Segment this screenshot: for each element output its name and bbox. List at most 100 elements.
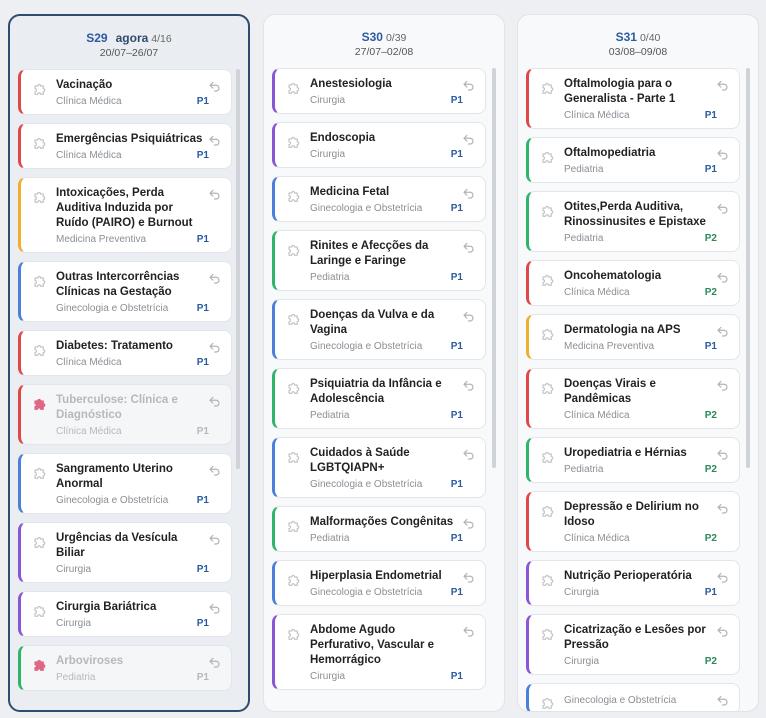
undo-icon[interactable] <box>462 310 475 323</box>
undo-icon[interactable] <box>716 271 729 284</box>
undo-icon[interactable] <box>208 134 221 147</box>
puzzle-icon[interactable] <box>286 625 304 643</box>
topic-card[interactable]: Psiquiatria da Infância e Adolescência Pe… <box>272 368 486 429</box>
undo-icon[interactable] <box>716 502 729 515</box>
puzzle-icon[interactable] <box>286 310 304 328</box>
topic-card[interactable]: Intoxicações, Perda Auditiva Induzida po… <box>18 177 232 253</box>
topic-card[interactable]: Vacinação Clínica Médica P1 <box>18 69 232 115</box>
puzzle-icon[interactable] <box>540 694 558 711</box>
undo-icon[interactable] <box>208 602 221 615</box>
topic-card[interactable]: Sangramento Uterino Anormal Ginecologia e… <box>18 453 232 514</box>
undo-icon[interactable] <box>208 188 221 201</box>
puzzle-icon[interactable] <box>286 133 304 151</box>
undo-icon[interactable] <box>716 325 729 338</box>
topic-card[interactable]: Doenças da Vulva e da Vagina Ginecologia … <box>272 299 486 360</box>
topic-card[interactable]: Endoscopia Cirurgia P1 <box>272 122 486 168</box>
topic-card[interactable]: Cicatrização e Lesões por Pressão Cirurgi… <box>526 614 740 675</box>
puzzle-icon[interactable] <box>540 202 558 220</box>
puzzle-icon[interactable] <box>540 502 558 520</box>
topic-card[interactable]: Arboviroses Pediatria P1 <box>18 645 232 691</box>
puzzle-icon[interactable] <box>32 80 50 98</box>
undo-icon[interactable] <box>208 341 221 354</box>
undo-icon[interactable] <box>716 625 729 638</box>
topic-card[interactable]: Urgências da Vesícula Biliar Cirurgia P1 <box>18 522 232 583</box>
topic-card[interactable]: Abdome Agudo Perfurativo, Vascular e Hem… <box>272 614 486 690</box>
puzzle-icon[interactable] <box>540 379 558 397</box>
puzzle-icon[interactable] <box>32 272 50 290</box>
topic-card[interactable]: Dermatologia na APS Medicina Preventiva P1 <box>526 314 740 360</box>
undo-icon[interactable] <box>462 241 475 254</box>
undo-icon[interactable] <box>208 395 221 408</box>
puzzle-icon[interactable] <box>540 325 558 343</box>
topic-list[interactable]: Anestesiologia Cirurgia P1 Endoscopia Cirurg… <box>272 68 490 711</box>
topic-card[interactable]: Tuberculose: Clínica e Diagnóstico Clínic… <box>18 384 232 445</box>
scrollbar[interactable] <box>746 68 750 468</box>
topic-card[interactable]: Diabetes: Tratamento Clínica Médica P1 <box>18 330 232 376</box>
topic-card[interactable]: Oftalmopediatria Pediatria P1 <box>526 137 740 183</box>
puzzle-icon[interactable] <box>32 341 50 359</box>
topic-card[interactable]: Doenças Virais e Pandêmicas Clínica Médic… <box>526 368 740 429</box>
puzzle-icon[interactable] <box>286 187 304 205</box>
puzzle-icon[interactable] <box>540 271 558 289</box>
topic-card[interactable]: Cuidados à Saúde LGBTQIAPN+ Ginecologia e… <box>272 437 486 498</box>
undo-icon[interactable] <box>208 272 221 285</box>
undo-icon[interactable] <box>716 379 729 392</box>
topic-card[interactable]: Nutrição Perioperatória Cirurgia P1 <box>526 560 740 606</box>
undo-icon[interactable] <box>462 625 475 638</box>
topic-card[interactable]: Cirurgia Bariátrica Cirurgia P1 <box>18 591 232 637</box>
undo-icon[interactable] <box>716 148 729 161</box>
undo-icon[interactable] <box>462 79 475 92</box>
puzzle-icon[interactable] <box>32 533 50 551</box>
topic-card[interactable]: Malformações Congênitas Pediatria P1 <box>272 506 486 552</box>
topic-card[interactable]: Medicina Fetal Ginecologia e Obstetrícia P… <box>272 176 486 222</box>
puzzle-icon[interactable] <box>32 395 50 413</box>
undo-icon[interactable] <box>462 517 475 530</box>
puzzle-icon[interactable] <box>32 464 50 482</box>
undo-icon[interactable] <box>716 202 729 215</box>
topic-list[interactable]: Oftalmologia para o Generalista - Parte … <box>526 68 744 711</box>
undo-icon[interactable] <box>208 533 221 546</box>
undo-icon[interactable] <box>716 79 729 92</box>
topic-card[interactable]: Outras Intercorrências Clínicas na Gesta… <box>18 261 232 322</box>
undo-icon[interactable] <box>462 448 475 461</box>
topic-title: Urgências da Vesícula Biliar <box>56 532 178 559</box>
undo-icon[interactable] <box>462 379 475 392</box>
topic-card[interactable]: Depressão e Delirium no Idoso Clínica Méd… <box>526 491 740 552</box>
undo-icon[interactable] <box>208 464 221 477</box>
topic-card[interactable]: Ginecologia e Obstetrícia <box>526 683 740 711</box>
undo-icon[interactable] <box>716 694 729 707</box>
topic-card[interactable]: Uropediatria e Hérnias Pediatria P2 <box>526 437 740 483</box>
topic-card[interactable]: Anestesiologia Cirurgia P1 <box>272 68 486 114</box>
undo-icon[interactable] <box>716 571 729 584</box>
puzzle-icon[interactable] <box>540 625 558 643</box>
topic-card[interactable]: Oncohematologia Clínica Médica P2 <box>526 260 740 306</box>
puzzle-icon[interactable] <box>286 448 304 466</box>
topic-card[interactable]: Emergências Psiquiátricas Clínica Médica P… <box>18 123 232 169</box>
topic-card[interactable]: Hiperplasia Endometrial Ginecologia e Obs… <box>272 560 486 606</box>
undo-icon[interactable] <box>462 571 475 584</box>
puzzle-icon[interactable] <box>32 188 50 206</box>
undo-icon[interactable] <box>462 187 475 200</box>
undo-icon[interactable] <box>208 80 221 93</box>
puzzle-icon[interactable] <box>32 656 50 674</box>
undo-icon[interactable] <box>208 656 221 669</box>
puzzle-icon[interactable] <box>286 379 304 397</box>
puzzle-icon[interactable] <box>32 602 50 620</box>
topic-card[interactable]: Otites,Perda Auditiva, Rinossinusites e … <box>526 191 740 252</box>
scrollbar[interactable] <box>236 69 240 469</box>
undo-icon[interactable] <box>462 133 475 146</box>
puzzle-icon[interactable] <box>540 571 558 589</box>
scrollbar[interactable] <box>492 68 496 468</box>
topic-list[interactable]: Vacinação Clínica Médica P1 Emergências Psi… <box>18 69 236 710</box>
puzzle-icon[interactable] <box>286 79 304 97</box>
puzzle-icon[interactable] <box>286 571 304 589</box>
puzzle-icon[interactable] <box>286 241 304 259</box>
puzzle-icon[interactable] <box>540 79 558 97</box>
topic-card[interactable]: Oftalmologia para o Generalista - Parte … <box>526 68 740 129</box>
puzzle-icon[interactable] <box>540 148 558 166</box>
undo-icon[interactable] <box>716 448 729 461</box>
topic-card[interactable]: Rinites e Afecções da Laringe e Faringe P… <box>272 230 486 291</box>
puzzle-icon[interactable] <box>540 448 558 466</box>
puzzle-icon[interactable] <box>286 517 304 535</box>
puzzle-icon[interactable] <box>32 134 50 152</box>
